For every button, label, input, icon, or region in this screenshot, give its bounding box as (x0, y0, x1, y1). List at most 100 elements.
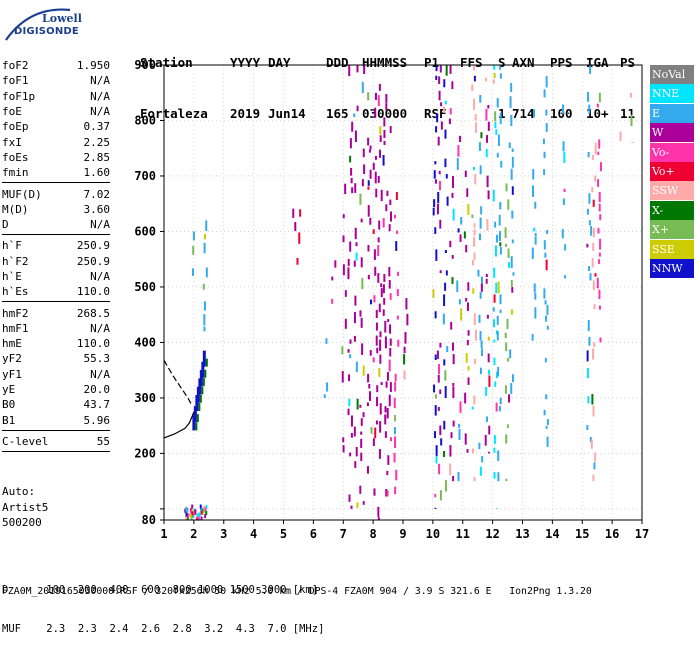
echo-mark (452, 383, 454, 386)
echo-mark (384, 414, 386, 424)
echo-mark (445, 386, 447, 398)
echo-mark (440, 438, 442, 445)
legend-item-x-: X- (650, 201, 694, 220)
echo-mark (375, 156, 377, 160)
echo-mark (593, 406, 595, 417)
echo-mark (433, 385, 435, 393)
echo-mark (510, 115, 512, 126)
echo-mark (599, 306, 601, 310)
echo-mark (592, 258, 594, 267)
echo-mark (435, 76, 437, 80)
echo-mark (508, 248, 510, 258)
echo-mark (532, 185, 534, 197)
echo-mark (377, 245, 379, 256)
echo-mark (500, 113, 502, 124)
echo-mark (472, 288, 474, 293)
echo-mark (586, 425, 588, 430)
file-info-line: FZA0M_2019165030000.RSF / 320fx256h 50 k… (2, 586, 592, 597)
echo-mark (494, 472, 496, 479)
echo-mark (361, 278, 363, 289)
x-tick-label: 7 (340, 527, 347, 541)
echo-mark (349, 156, 351, 163)
echo-mark (500, 310, 502, 313)
es-echo-mark (201, 511, 203, 515)
echo-mark (387, 490, 389, 496)
echo-mark (587, 350, 589, 361)
echo-mark (376, 323, 378, 331)
echo-mark (438, 375, 440, 383)
echo-mark (443, 314, 445, 325)
echo-mark (453, 354, 455, 364)
echo-mark (383, 155, 385, 166)
echo-mark (379, 126, 381, 134)
echo-mark (437, 351, 439, 360)
echo-mark (499, 242, 501, 246)
echo-mark (493, 339, 495, 342)
echo-mark (497, 153, 499, 158)
echo-mark (432, 289, 434, 298)
echo-mark (493, 65, 495, 70)
echo-mark (488, 122, 490, 131)
echo-mark (354, 183, 356, 193)
echo-mark (467, 302, 469, 311)
echo-mark (488, 353, 490, 362)
x-trace-mark (198, 403, 200, 411)
echo-mark (593, 200, 595, 207)
echo-mark (206, 268, 208, 278)
echo-mark (475, 114, 477, 121)
echo-mark (378, 95, 380, 106)
echo-mark (383, 309, 385, 316)
echo-mark (500, 247, 502, 255)
echo-mark (453, 421, 455, 427)
echo-mark (543, 288, 545, 298)
echo-mark (486, 135, 488, 143)
echo-mark (444, 159, 446, 168)
es-echo-mark (191, 505, 193, 509)
es-echo-mark (203, 509, 205, 513)
echo-mark (494, 111, 496, 121)
echo-mark (440, 102, 442, 106)
echo-mark (379, 340, 381, 351)
echo-mark (389, 395, 391, 407)
echo-mark (486, 279, 488, 284)
echo-mark (380, 135, 382, 142)
echo-mark (390, 293, 392, 300)
echo-mark (481, 341, 483, 349)
echo-mark (494, 382, 496, 387)
echo-mark (354, 427, 356, 437)
echo-mark (512, 149, 514, 152)
echo-mark (474, 477, 476, 481)
echo-mark (493, 448, 495, 453)
echo-mark (512, 272, 514, 275)
echo-mark (386, 471, 388, 475)
density-profile-curve (164, 412, 194, 438)
echo-mark (485, 435, 487, 446)
echo-mark (451, 432, 453, 438)
echo-mark (439, 389, 441, 394)
echo-mark (497, 450, 499, 461)
echo-mark (376, 397, 378, 406)
echo-mark (443, 451, 445, 457)
echo-mark (443, 294, 445, 306)
echo-mark (439, 91, 441, 101)
echo-mark (473, 167, 475, 170)
echo-mark (404, 332, 406, 344)
echo-mark (478, 443, 480, 449)
echo-mark (563, 152, 565, 163)
echo-mark (459, 136, 461, 142)
echo-mark (487, 105, 489, 108)
echo-mark (480, 132, 482, 138)
echo-mark (433, 208, 435, 216)
echo-mark (597, 228, 599, 234)
echo-mark (598, 290, 600, 299)
echo-mark (349, 453, 351, 457)
echo-mark (591, 440, 593, 449)
echo-mark (363, 65, 365, 74)
echo-mark (437, 204, 439, 215)
echo-mark (587, 396, 589, 403)
echo-mark (440, 490, 442, 500)
profile-curves (164, 351, 208, 438)
echo-mark (460, 217, 462, 224)
echo-mark (371, 427, 373, 434)
echo-mark (379, 304, 381, 313)
